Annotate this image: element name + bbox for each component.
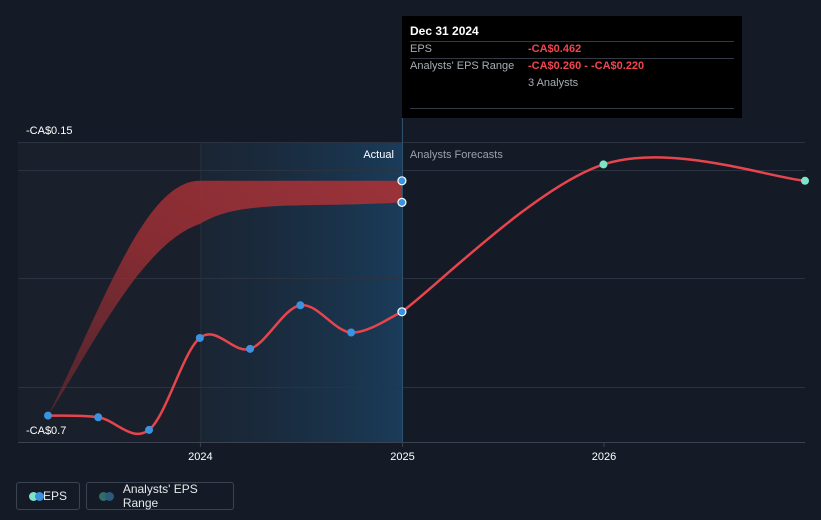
actual-label: Actual — [363, 149, 394, 161]
legend-eps[interactable]: EPS — [16, 482, 80, 510]
legend-range-label: Analysts' EPS Range — [122, 482, 198, 510]
legend-range[interactable]: Analysts' EPS Range — [86, 482, 234, 510]
eps-actual-point — [145, 425, 154, 434]
eps-actual-line — [47, 303, 403, 436]
y-axis-bottom-label: -CA$0.7 — [26, 425, 66, 437]
eps-actual-point — [347, 328, 356, 337]
eps-actual-point — [195, 333, 204, 342]
eps-range-band — [48, 180, 402, 416]
eps-range-endpoint — [397, 197, 407, 207]
eps-actual-point — [296, 301, 305, 310]
eps-legend-icon — [29, 491, 44, 501]
x-tick-label: 2024 — [188, 451, 212, 463]
tooltip-range-value: -CA$0.260 - -CA$0.220 — [528, 60, 645, 72]
eps-actual-point — [397, 307, 407, 317]
eps-forecast-point — [599, 160, 608, 169]
x-tick-label: 2025 — [390, 451, 414, 463]
eps-forecast-line — [401, 156, 806, 313]
eps-range-endpoint — [397, 176, 407, 186]
range-legend-icon — [99, 491, 114, 501]
tooltip-divider — [410, 108, 734, 109]
tooltip-analysts: 3 Analysts — [528, 77, 579, 89]
legend-eps-label: EPS — [42, 489, 67, 503]
eps-actual-point — [94, 413, 103, 422]
tooltip-date: Dec 31 2024 — [410, 24, 479, 38]
eps-forecast-point — [801, 176, 809, 185]
tooltip-range-label: Analysts' EPS Range — [410, 60, 515, 72]
tooltip-eps-value: -CA$0.462 — [528, 43, 582, 55]
forecast-label: Analysts Forecasts — [410, 149, 503, 161]
tooltip-divider — [410, 58, 734, 59]
tooltip-eps-label: EPS — [410, 43, 433, 55]
tooltip-divider — [410, 41, 734, 42]
x-tick-label: 2026 — [592, 451, 616, 463]
tooltip: Dec 31 2024 EPS -CA$0.462 Analysts' EPS … — [402, 16, 742, 118]
y-axis-top-label: -CA$0.15 — [26, 125, 72, 137]
eps-actual-point — [44, 411, 52, 420]
eps-actual-point — [246, 344, 255, 353]
